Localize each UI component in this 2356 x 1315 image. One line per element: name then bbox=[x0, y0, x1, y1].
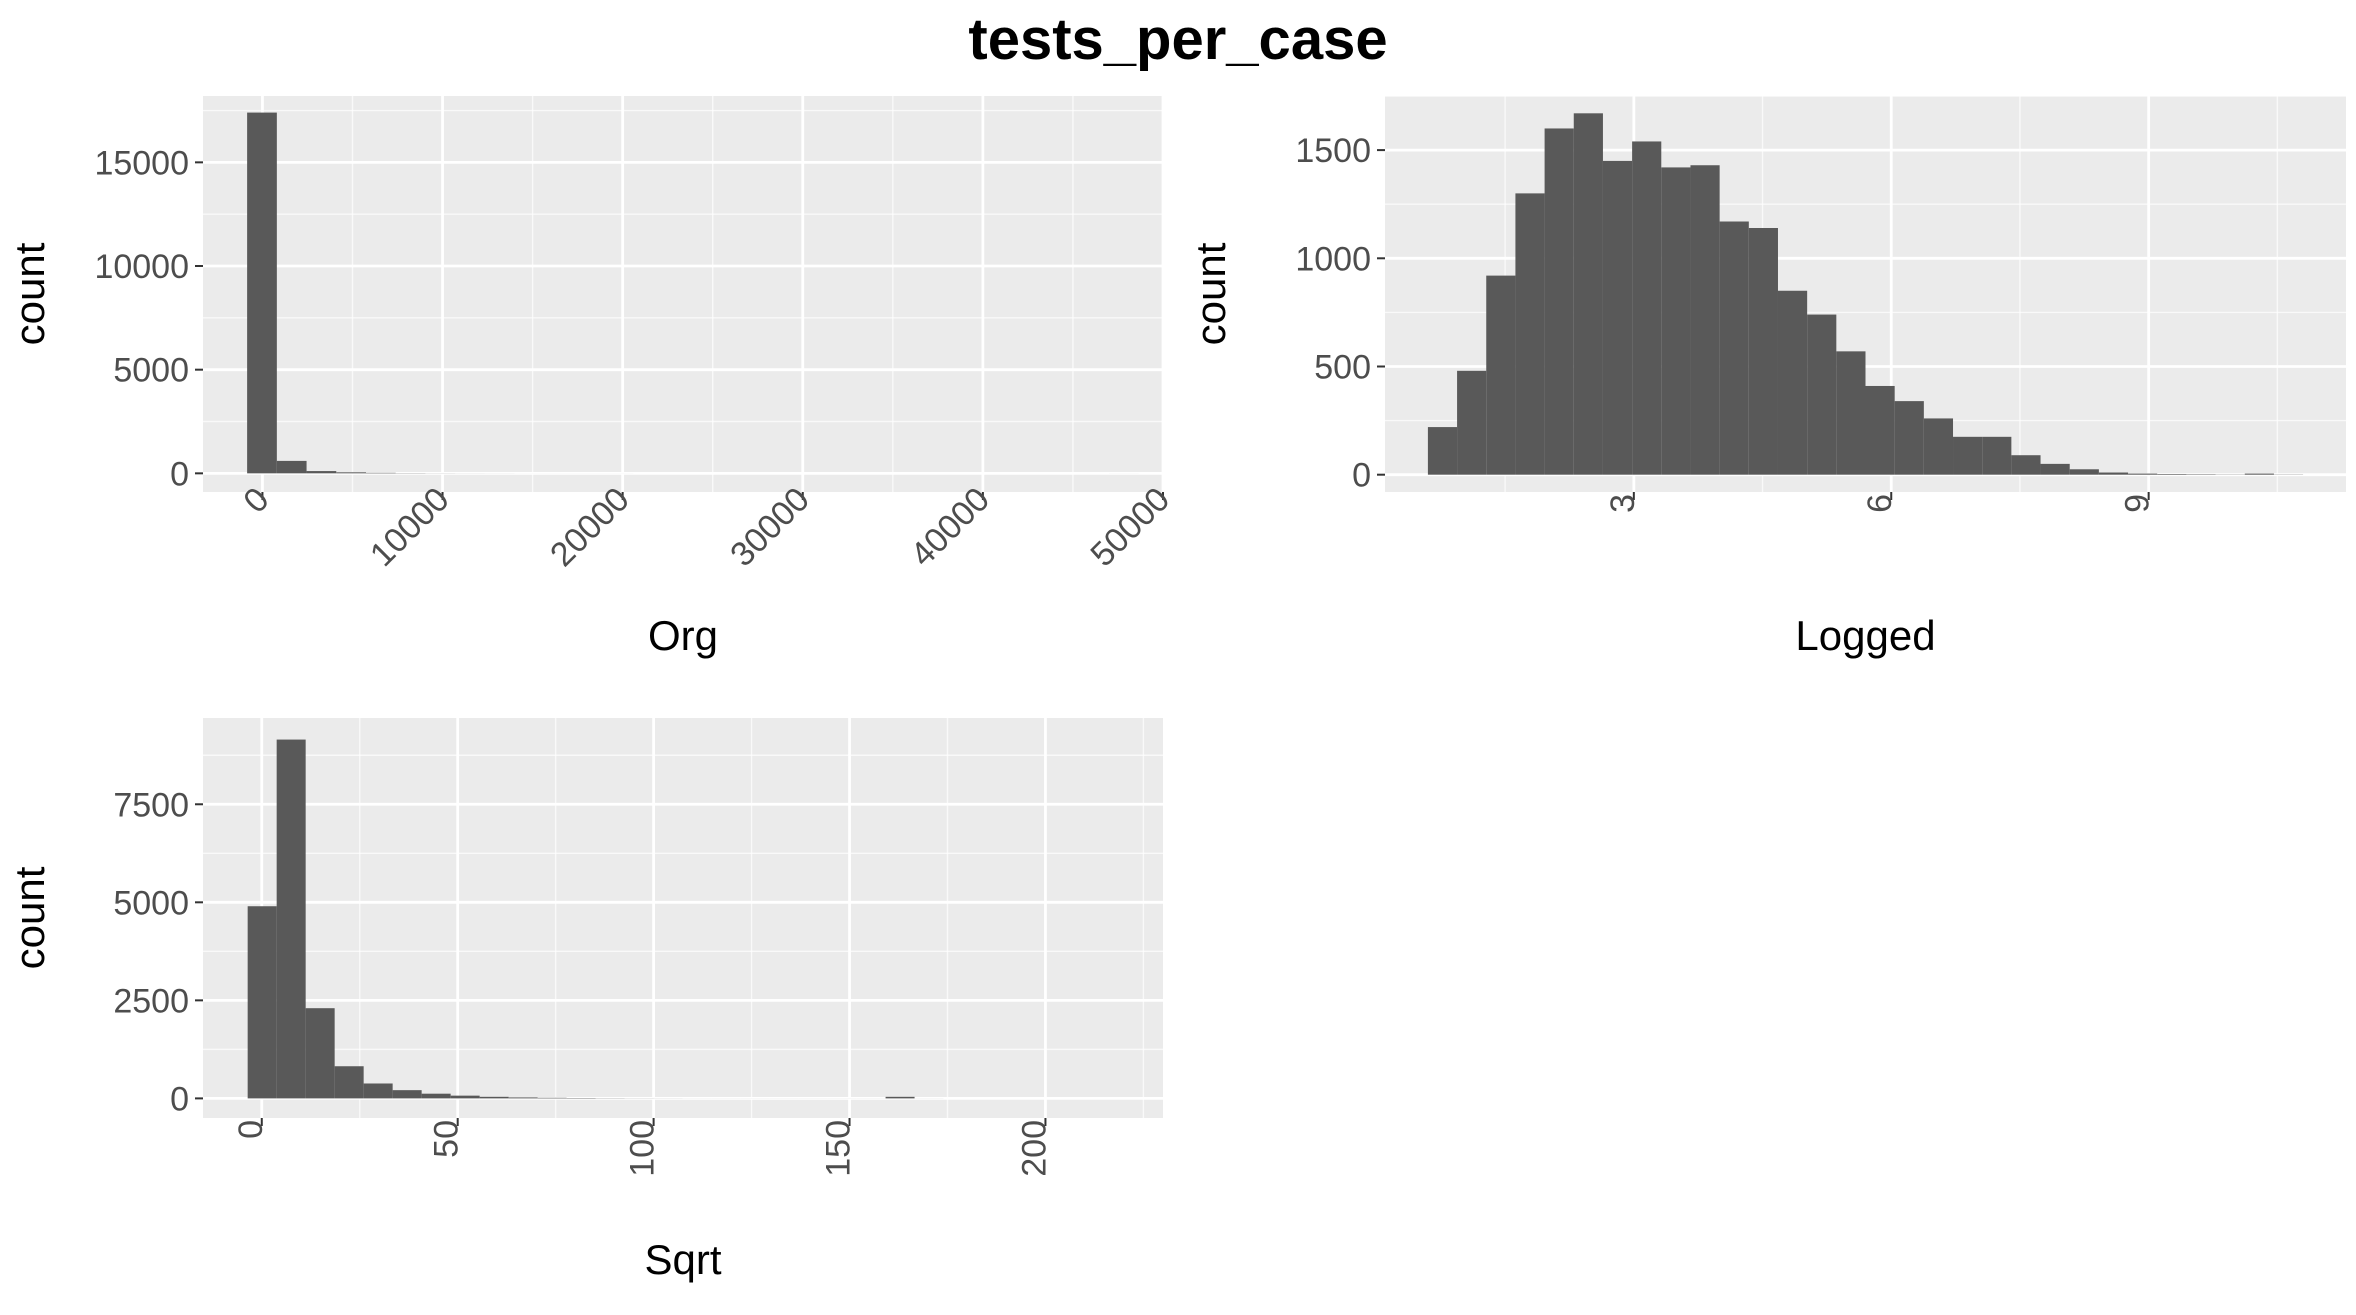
histogram-panel-3: 0 2500 5000 7500 0 50 100 150 200 Sqrt count bbox=[6, 718, 1163, 1283]
x-tick-label: 40000 bbox=[903, 480, 997, 574]
histogram-bar bbox=[1427, 427, 1458, 475]
histogram-bar bbox=[450, 1095, 480, 1099]
y-tick-label: 7500 bbox=[113, 786, 189, 824]
y-tick-label: 5000 bbox=[113, 884, 189, 922]
histogram-bar bbox=[1923, 418, 1954, 475]
x-axis-title: Sqrt bbox=[644, 1236, 721, 1283]
y-tick-label: 1000 bbox=[1295, 240, 1371, 278]
histogram-bar bbox=[306, 471, 337, 474]
x-tick-label: 20000 bbox=[543, 480, 637, 574]
x-axis-title: Org bbox=[648, 612, 718, 659]
histogram-bar bbox=[247, 906, 277, 1099]
histogram-bar bbox=[1602, 160, 1633, 475]
histogram-bar bbox=[2069, 469, 2099, 475]
plot-panel-background bbox=[203, 718, 1163, 1118]
histogram-bar bbox=[1865, 385, 1895, 475]
histogram-bar bbox=[1544, 128, 1574, 475]
histogram-bar bbox=[1807, 314, 1837, 475]
histogram-bar bbox=[1748, 228, 1778, 475]
y-axis-title: count bbox=[6, 242, 53, 345]
y-tick-label: 5000 bbox=[113, 352, 189, 390]
y-axis-title: count bbox=[6, 866, 53, 969]
histogram-bar bbox=[1719, 221, 1749, 475]
x-tick-label: 30000 bbox=[723, 480, 817, 574]
x-tick-label: 0 bbox=[232, 1120, 270, 1139]
histogram-bar bbox=[479, 1096, 509, 1099]
histogram-bar bbox=[1661, 167, 1691, 475]
x-tick-label: 50 bbox=[428, 1120, 466, 1158]
histogram-bar bbox=[2011, 455, 2041, 475]
histogram-bar bbox=[305, 1008, 335, 1099]
x-tick-label: 150 bbox=[820, 1120, 858, 1177]
histogram-bar bbox=[1515, 193, 1545, 475]
x-tick-label: 3 bbox=[1604, 494, 1642, 513]
histogram-bar bbox=[1894, 401, 1924, 475]
page-title: tests_per_case bbox=[968, 7, 1388, 72]
histogram-bar bbox=[392, 1090, 422, 1099]
plot-panel-background bbox=[203, 96, 1163, 492]
x-tick-label: 10000 bbox=[363, 480, 457, 574]
histogram-bar bbox=[2157, 474, 2187, 475]
histogram-bar bbox=[2128, 473, 2158, 475]
histogram-bar bbox=[2040, 463, 2070, 475]
histogram-bar bbox=[363, 1083, 393, 1099]
x-tick-label: 100 bbox=[624, 1120, 662, 1177]
x-tick-label: 6 bbox=[1861, 494, 1899, 513]
x-axis-title: Logged bbox=[1795, 612, 1935, 659]
histogram-bar bbox=[2098, 472, 2129, 475]
histogram-bar bbox=[2244, 473, 2274, 475]
histogram-bar bbox=[247, 112, 277, 474]
y-tick-label: 0 bbox=[1352, 457, 1371, 495]
histogram-bar bbox=[276, 460, 307, 474]
y-tick-label: 0 bbox=[170, 455, 189, 493]
x-tick-label: 200 bbox=[1015, 1120, 1053, 1177]
y-tick-label: 15000 bbox=[94, 144, 189, 182]
histogram-bar bbox=[885, 1096, 915, 1099]
y-tick-label: 500 bbox=[1314, 348, 1371, 386]
y-tick-label: 0 bbox=[170, 1080, 189, 1118]
y-tick-label: 1500 bbox=[1295, 132, 1371, 170]
histogram-bar bbox=[336, 472, 367, 474]
histogram-bar bbox=[1953, 436, 1983, 475]
histogram-bar bbox=[1777, 290, 1808, 475]
y-axis-title: count bbox=[1187, 242, 1234, 345]
y-tick-label: 10000 bbox=[94, 248, 189, 286]
histogram-bar bbox=[537, 1097, 567, 1099]
histogram-bar bbox=[508, 1097, 538, 1099]
histogram-bar bbox=[1573, 113, 1603, 475]
histogram-bar bbox=[1690, 165, 1720, 475]
histogram-bar bbox=[1836, 351, 1866, 475]
histogram-bar bbox=[421, 1093, 451, 1099]
y-tick-label: 2500 bbox=[113, 982, 189, 1020]
histogram-bar bbox=[1632, 141, 1662, 475]
histogram-bar bbox=[334, 1066, 364, 1099]
histogram-panel-2: 0 500 1000 1500 3 6 9 Logged count bbox=[1187, 95, 2346, 659]
histogram-bar bbox=[366, 472, 396, 474]
histogram-bar bbox=[1457, 370, 1487, 475]
histogram-bar bbox=[1982, 436, 2012, 475]
histogram-bar bbox=[1486, 275, 1516, 475]
x-tick-label: 9 bbox=[2119, 494, 2157, 513]
histogram-bar bbox=[276, 739, 306, 1099]
x-tick-label: 50000 bbox=[1083, 480, 1177, 574]
